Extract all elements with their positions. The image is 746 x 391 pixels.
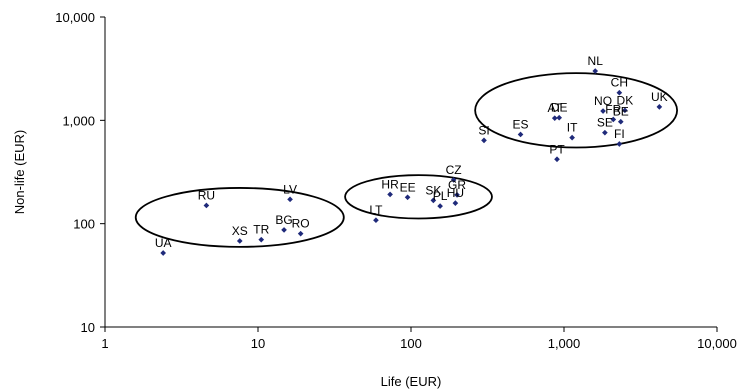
data-point <box>236 238 243 244</box>
point-label: XS <box>232 224 248 238</box>
data-point <box>430 197 437 204</box>
data-point <box>258 236 265 243</box>
y-tick-label: 10,000 <box>55 10 95 25</box>
cluster-ellipse <box>474 72 678 149</box>
point-label: HU <box>447 186 464 200</box>
data-point <box>551 115 558 121</box>
y-tick-label: 100 <box>73 217 95 232</box>
x-tick-label: 10 <box>251 336 265 351</box>
data-point <box>450 177 457 183</box>
x-tick-label: 1 <box>101 336 108 351</box>
point-label: EE <box>400 180 416 194</box>
data-point <box>203 202 210 209</box>
point-label: CH <box>611 76 628 90</box>
point-label: RU <box>198 188 215 202</box>
y-tick-label: 1,000 <box>62 113 95 128</box>
cluster-ellipses <box>134 72 678 248</box>
point-label: CZ <box>446 163 462 177</box>
data-point <box>622 107 628 114</box>
point-label: UK <box>651 90 668 104</box>
data-point <box>554 156 560 163</box>
cluster-ellipse <box>134 187 345 248</box>
x-tick-label: 1,000 <box>548 336 581 351</box>
data-point <box>569 134 575 141</box>
point-label: NL <box>588 54 604 68</box>
data-point <box>602 129 608 136</box>
ticks: 1 10 100 1,000 10,000 10 100 1,000 10,000 <box>55 10 737 351</box>
point-label: BE <box>613 105 629 119</box>
data-point <box>287 196 293 203</box>
data-point <box>556 114 563 121</box>
point-label: AT <box>548 101 563 115</box>
data-point <box>454 192 460 198</box>
data-point <box>373 217 379 224</box>
data-point <box>387 191 393 198</box>
data-point <box>452 200 459 206</box>
point-label: TR <box>253 223 269 237</box>
data-point <box>160 250 167 256</box>
data-point <box>656 104 663 110</box>
data-point <box>404 194 411 201</box>
x-axis-title: Life (EUR) <box>381 374 442 389</box>
data-point <box>616 89 623 96</box>
point-label: DE <box>551 101 568 115</box>
point-label: FR <box>605 102 621 116</box>
data-point <box>297 230 304 237</box>
point-label: NO <box>594 94 612 108</box>
point-label: SE <box>597 116 613 130</box>
data-point <box>481 137 487 144</box>
point-label: PT <box>549 142 565 156</box>
data-point <box>617 118 624 125</box>
point-label: LV <box>283 182 297 196</box>
data-point <box>600 108 606 114</box>
y-tick-label: 10 <box>81 320 95 335</box>
point-label: UA <box>155 236 172 250</box>
point-label: HR <box>381 177 399 191</box>
data-point <box>437 203 443 209</box>
point-label: BG <box>275 213 292 227</box>
point-label: PL <box>433 189 448 203</box>
data-point <box>517 131 524 138</box>
point-label: ES <box>513 117 529 131</box>
point-label: SK <box>425 183 441 197</box>
data-point <box>610 116 617 123</box>
data-point <box>616 141 623 147</box>
x-tick-label: 100 <box>400 336 422 351</box>
cluster-ellipse <box>344 174 493 220</box>
point-label: DK <box>617 93 634 107</box>
x-tick-label: 10,000 <box>697 336 737 351</box>
axes <box>104 17 717 328</box>
point-label: RO <box>292 217 310 231</box>
point-label: LT <box>369 203 383 217</box>
point-label: FI <box>614 127 625 141</box>
point-label: IT <box>567 121 578 135</box>
point-label: SI <box>478 123 489 137</box>
point-label: GR <box>448 178 466 192</box>
data-point <box>281 227 287 233</box>
y-axis-title: Non-life (EUR) <box>12 130 27 215</box>
